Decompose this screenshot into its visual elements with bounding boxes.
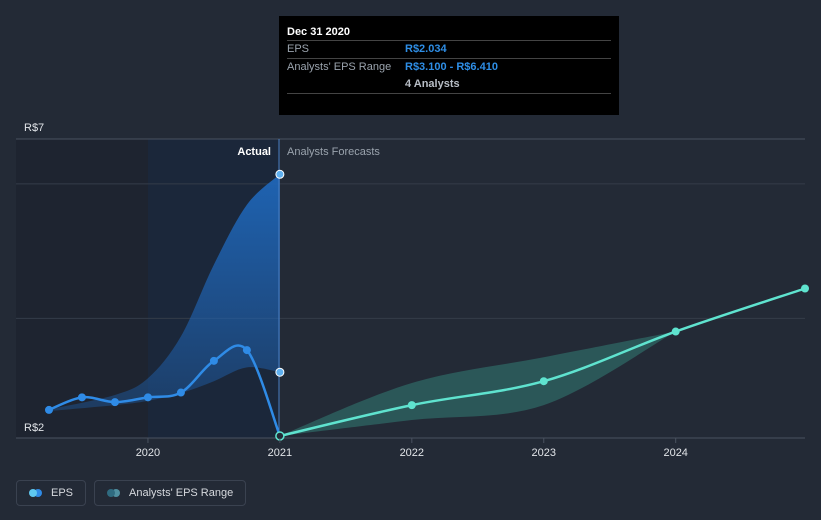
eps-forecast-point bbox=[539, 377, 548, 386]
legend-label: Analysts' EPS Range bbox=[129, 487, 234, 499]
x-tick-label: 2020 bbox=[136, 447, 160, 459]
legend: EPS Analysts' EPS Range bbox=[16, 480, 247, 506]
range-marker bbox=[275, 367, 285, 377]
tooltip-key: Analysts' EPS Range bbox=[287, 61, 392, 73]
forecast-eps-range-band bbox=[279, 331, 676, 436]
x-tick-label: 2023 bbox=[532, 447, 556, 459]
range-bands bbox=[48, 174, 676, 436]
tooltip-key: EPS bbox=[287, 43, 310, 55]
range-marker bbox=[275, 169, 285, 179]
legend-item-eps-range[interactable]: Analysts' EPS Range bbox=[94, 480, 247, 506]
eps-point bbox=[242, 346, 251, 355]
eps-point bbox=[143, 393, 152, 402]
eps-forecast-point bbox=[671, 327, 680, 336]
tooltip: Dec 31 2020 EPS R$2.034 Analysts' EPS Ra… bbox=[279, 16, 619, 115]
x-tick-label: 2022 bbox=[400, 447, 424, 459]
legend-swatch-icon bbox=[107, 489, 121, 497]
eps-point bbox=[77, 393, 86, 402]
eps-point bbox=[110, 398, 119, 407]
y-top-label: R$7 bbox=[24, 122, 44, 134]
tooltip-value: R$3.100 - R$6.410 bbox=[405, 61, 498, 73]
eps-point bbox=[176, 388, 185, 397]
legend-swatch-icon bbox=[29, 489, 43, 497]
tooltip-value: R$2.034 bbox=[405, 43, 447, 55]
tooltip-analyst-count: 4 Analysts bbox=[405, 78, 460, 90]
eps-forecast-point bbox=[407, 401, 416, 410]
actual-label: Actual bbox=[237, 146, 271, 158]
actual-eps-range-band bbox=[48, 174, 280, 412]
eps-forecast-point bbox=[801, 284, 809, 293]
tooltip-date: Dec 31 2020 bbox=[287, 24, 611, 41]
tooltip-row-eps: EPS R$2.034 bbox=[287, 41, 611, 59]
y-bottom-label: R$2 bbox=[24, 422, 44, 434]
legend-label: EPS bbox=[51, 487, 74, 499]
tooltip-row-range: Analysts' EPS Range R$3.100 - R$6.410 4 … bbox=[287, 59, 611, 94]
x-tick-label: 2021 bbox=[268, 447, 292, 459]
eps-point bbox=[44, 405, 53, 414]
forecast-label: Analysts Forecasts bbox=[287, 146, 380, 158]
x-tick-label: 2024 bbox=[663, 447, 687, 459]
legend-item-eps[interactable]: EPS bbox=[16, 480, 87, 506]
x-axis: 2020 2021 2022 2023 2024 bbox=[136, 438, 688, 459]
eps-point bbox=[209, 356, 218, 365]
